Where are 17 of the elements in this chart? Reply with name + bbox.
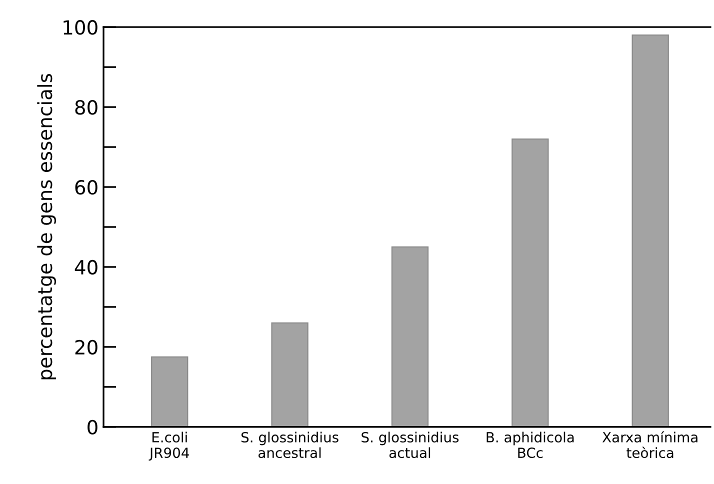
bar bbox=[151, 356, 188, 427]
bar bbox=[632, 34, 669, 427]
y-tick-label: 20 bbox=[75, 340, 98, 355]
y-axis-title: percentatge de gens essencials bbox=[37, 74, 56, 380]
bar bbox=[271, 322, 308, 427]
x-tick-label: E.coli JR904 bbox=[148, 432, 189, 461]
x-tick-label: S. glossinidius ancestral bbox=[241, 432, 338, 458]
x-tick-label: Xarxa mínima teòrica bbox=[602, 431, 698, 458]
y-tick-label: 80 bbox=[75, 100, 98, 115]
y-tick-label: 60 bbox=[75, 180, 98, 195]
bar bbox=[391, 246, 429, 427]
x-tick-label: S. glossinidius actual bbox=[362, 432, 459, 458]
y-tick-label: 0 bbox=[88, 420, 98, 435]
y-tick-label: 40 bbox=[74, 260, 98, 275]
y-tick-label: 100 bbox=[64, 20, 98, 35]
bar bbox=[512, 138, 549, 427]
x-tick-label: B. aphidicola BCc bbox=[486, 432, 574, 458]
